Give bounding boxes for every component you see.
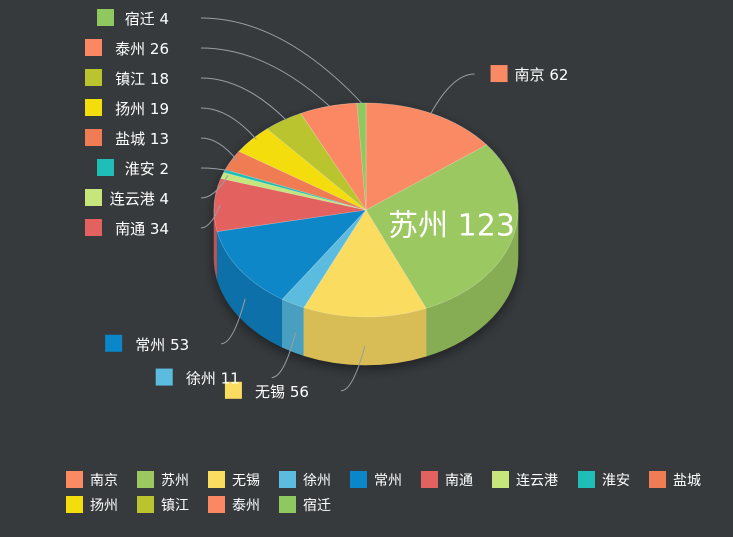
slice-label-swatch — [85, 189, 102, 206]
pie-slice-无锡[interactable] — [303, 209, 427, 318]
leader-line-无锡 — [340, 345, 366, 392]
legend-label: 镇江 — [161, 498, 189, 514]
legend-item-南京[interactable]: 南京 — [66, 471, 118, 489]
legend-item-扬州[interactable]: 扬州 — [66, 496, 118, 514]
pie-base — [213, 102, 519, 366]
slice-label-苏州: 苏州 123 — [388, 208, 515, 243]
leader-line-镇江 — [200, 77, 287, 121]
slice-label-text: 连云港 4 — [110, 190, 169, 208]
legend-swatch — [649, 471, 666, 488]
leader-line-淮安 — [200, 167, 231, 172]
legend-label: 常州 — [374, 473, 402, 489]
slice-label-连云港: 连云港 4 — [85, 189, 169, 208]
slice-label-南通: 南通 34 — [85, 219, 169, 238]
legend-item-连云港[interactable]: 连云港 — [492, 471, 558, 489]
leader-line-常州 — [221, 298, 246, 345]
leader-line-泰州 — [200, 47, 331, 107]
slice-label-常州: 常州 53 — [105, 334, 189, 354]
pie-slice-南京[interactable] — [365, 102, 488, 211]
legend-label: 淮安 — [602, 473, 630, 489]
slice-label-text: 宿迁 4 — [125, 10, 169, 28]
legend-label: 南通 — [445, 473, 473, 489]
leader-line-南京 — [430, 73, 475, 115]
leader-lines — [200, 17, 475, 392]
legend-item-徐州[interactable]: 徐州 — [279, 471, 331, 489]
slice-label-swatch — [85, 69, 102, 86]
slice-labels: 南京 62 苏州 123 无锡 56 徐州 11 常州 53 南通 34 连云港 4 淮安 2… — [85, 9, 568, 401]
legend-label: 苏州 — [161, 473, 189, 489]
legend-swatch — [350, 471, 367, 488]
slice-label-swatch — [97, 9, 114, 26]
slice-label-text: 常州 53 — [135, 336, 189, 354]
legend-swatch — [279, 496, 296, 513]
legend-swatch — [492, 471, 509, 488]
slice-label-text: 淮安 2 — [125, 160, 169, 178]
legend-swatch — [137, 471, 154, 488]
pie-slice-常州[interactable] — [216, 209, 367, 300]
slice-label-text: 无锡 56 — [255, 383, 309, 401]
legend-label: 徐州 — [303, 473, 331, 489]
legend-item-盐城[interactable]: 盐城 — [649, 471, 701, 489]
legend-swatch — [578, 471, 595, 488]
slice-label-盐城: 盐城 13 — [85, 129, 169, 148]
legend-item-南通[interactable]: 南通 — [421, 471, 473, 489]
slice-label-swatch — [490, 65, 508, 83]
slice-label-宿迁: 宿迁 4 — [97, 9, 169, 28]
legend-item-无锡[interactable]: 无锡 — [208, 471, 260, 489]
slice-label-text: 南京 62 — [515, 66, 569, 84]
legend-item-宿迁[interactable]: 宿迁 — [279, 496, 331, 514]
legend-swatch — [279, 471, 296, 488]
slice-label-南京: 南京 62 — [490, 65, 569, 84]
legend-label: 南京 — [90, 473, 118, 489]
pie-side-徐州 — [281, 298, 305, 356]
slice-label-swatch — [105, 334, 123, 352]
pie-slice-苏州[interactable] — [365, 144, 519, 309]
legend-item-泰州[interactable]: 泰州 — [208, 496, 260, 514]
slice-label-swatch — [85, 99, 102, 116]
legend-swatch — [421, 471, 438, 488]
legend-item-镇江[interactable]: 镇江 — [137, 496, 189, 514]
slice-label-text: 扬州 19 — [115, 100, 169, 118]
leader-line-南通 — [200, 204, 221, 229]
slice-label-swatch — [97, 159, 114, 176]
slice-label-swatch — [224, 381, 242, 399]
legend-swatch — [137, 496, 154, 513]
slice-label-swatch — [85, 39, 102, 56]
leader-line-盐城 — [200, 137, 238, 161]
legend-item-苏州[interactable]: 苏州 — [137, 471, 189, 489]
slice-label-swatch — [85, 129, 102, 146]
leader-line-徐州 — [271, 332, 297, 379]
legend-swatch — [208, 496, 225, 513]
slice-label-泰州: 泰州 26 — [85, 39, 169, 58]
slice-label-无锡: 无锡 56 — [224, 381, 309, 401]
slice-label-镇江: 镇江 18 — [85, 69, 169, 88]
legend-item-常州[interactable]: 常州 — [350, 471, 402, 489]
slice-label-text: 徐州 11 — [186, 370, 240, 388]
slice-label-text: 盐城 13 — [115, 130, 169, 148]
slice-label-text: 泰州 26 — [115, 40, 169, 58]
slice-label-swatch — [155, 368, 173, 386]
legend-item-淮安[interactable]: 淮安 — [578, 471, 630, 489]
legend-label: 连云港 — [516, 473, 558, 489]
legend-swatch — [208, 471, 225, 488]
slice-label-text: 南通 34 — [115, 220, 169, 238]
leader-line-扬州 — [200, 107, 257, 140]
slice-label-徐州: 徐州 11 — [155, 368, 240, 388]
leader-line-连云港 — [200, 175, 229, 199]
legend-label: 无锡 — [232, 473, 260, 489]
slice-label-扬州: 扬州 19 — [85, 99, 169, 118]
legend-swatch — [66, 471, 83, 488]
legend-label: 扬州 — [90, 498, 118, 514]
slice-label-swatch — [85, 219, 102, 236]
legend-label: 泰州 — [232, 498, 260, 514]
legend-swatch — [66, 496, 83, 513]
slice-label-text: 镇江 18 — [115, 70, 169, 88]
slice-label-淮安: 淮安 2 — [97, 159, 169, 178]
leader-line-宿迁 — [200, 17, 363, 104]
legend-label: 盐城 — [673, 473, 701, 489]
legend-label: 宿迁 — [303, 497, 331, 514]
